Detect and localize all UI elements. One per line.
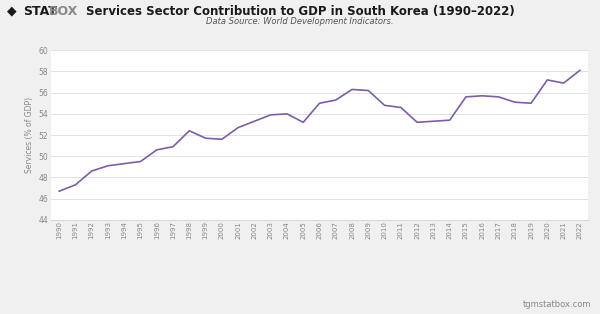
Text: BOX: BOX [49,5,79,18]
Text: Data Source: World Development Indicators.: Data Source: World Development Indicator… [206,17,394,26]
Text: tgmstatbox.com: tgmstatbox.com [523,300,591,309]
Text: Services Sector Contribution to GDP in South Korea (1990–2022): Services Sector Contribution to GDP in S… [86,5,514,18]
Y-axis label: Services (% of GDP): Services (% of GDP) [25,97,34,173]
Text: STAT: STAT [23,5,56,18]
Text: ◆: ◆ [7,5,17,18]
